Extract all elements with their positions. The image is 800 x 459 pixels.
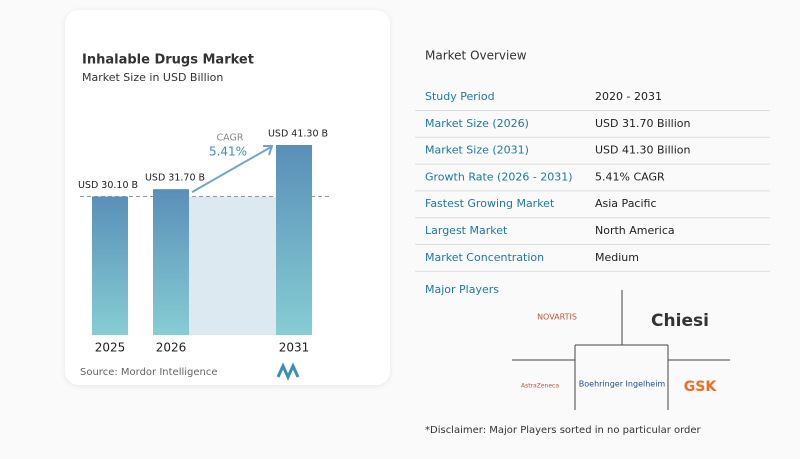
row-label: Market Size (2026): [425, 117, 529, 130]
bar: [276, 145, 312, 335]
x-tick-label: 2025: [95, 341, 126, 355]
player: Boehringer Ingelheim: [579, 380, 666, 389]
row-value: 2020 - 2031: [595, 90, 662, 103]
player: NOVARTIS: [537, 313, 577, 322]
row-label: Study Period: [425, 90, 495, 103]
value-label: USD 41.30 B: [268, 129, 328, 140]
chart-title: Inhalable Drugs Market: [82, 53, 254, 68]
row-value: USD 31.70 Billion: [595, 117, 690, 130]
player: Chiesi: [651, 311, 709, 331]
cagr-arrow: [191, 146, 272, 194]
row-label: Market Concentration: [425, 251, 544, 264]
players-grid: [512, 290, 730, 410]
cagr-value: 5.41%: [209, 145, 247, 159]
player: AstraZeneca: [521, 383, 559, 390]
value-label: USD 31.70 B: [145, 173, 205, 184]
row-label: Market Size (2031): [425, 144, 529, 157]
source: Source: Mordor Intelligence: [80, 367, 218, 378]
row-value: Medium: [595, 251, 639, 264]
row-value: North America: [595, 224, 675, 237]
cagr-band: [189, 196, 276, 335]
cagr-label: CAGR: [217, 133, 244, 144]
chart-subtitle: Market Size in USD Billion: [82, 71, 223, 84]
row-value: Asia Pacific: [595, 197, 657, 210]
player: GSK: [684, 379, 718, 395]
x-tick-label: 2031: [279, 341, 310, 355]
bar: [153, 189, 189, 335]
disclaimer: *Disclaimer: Major Players sorted in no …: [425, 425, 702, 436]
row-value: 5.41% CAGR: [595, 170, 665, 183]
row-label: Largest Market: [425, 224, 508, 237]
players-title: Major Players: [425, 283, 499, 296]
bar: [92, 196, 128, 335]
row-value: USD 41.30 Billion: [595, 144, 690, 157]
overview-title: Market Overview: [425, 49, 527, 63]
row-label: Fastest Growing Market: [425, 197, 555, 210]
row-label: Growth Rate (2026 - 2031): [425, 170, 573, 183]
cagr-arrowhead: [263, 145, 274, 156]
logo: [276, 362, 300, 381]
value-label: USD 30.10 B: [78, 180, 138, 191]
x-tick-label: 2026: [156, 341, 187, 355]
